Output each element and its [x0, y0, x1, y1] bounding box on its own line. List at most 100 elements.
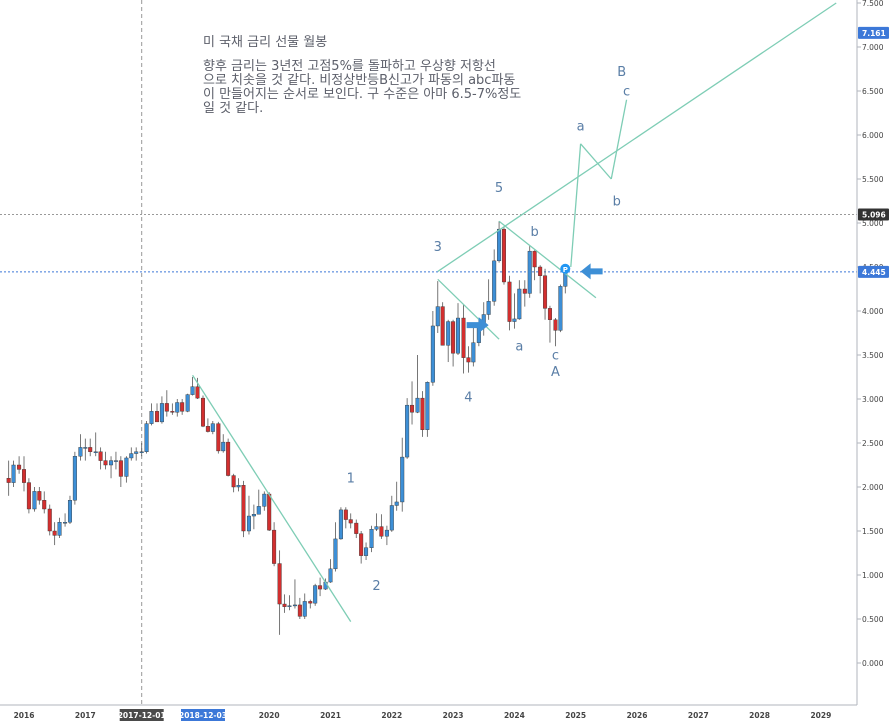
candle-down: [451, 319, 456, 367]
wave-label: 2: [372, 579, 380, 594]
price-badge-bg: [858, 26, 889, 39]
candle-body: [543, 275, 548, 309]
candle-up: [57, 517, 62, 539]
candle-body: [200, 397, 205, 427]
candle-body: [185, 394, 190, 412]
candle-up: [236, 478, 241, 492]
candle-down: [180, 399, 185, 415]
candle-body: [83, 447, 88, 449]
candle-body: [384, 529, 389, 537]
candle-down: [547, 305, 552, 343]
candle-down: [507, 275, 512, 331]
candle-down: [410, 381, 415, 425]
candle-body: [532, 250, 537, 268]
candle-body: [287, 605, 292, 607]
candle-body: [297, 604, 302, 617]
candle-down: [88, 438, 93, 457]
price-badge-label: 7.161: [862, 29, 886, 38]
candle-body: [236, 485, 241, 488]
wave-label: b: [613, 194, 621, 209]
candle-up: [446, 319, 451, 363]
candle-body: [103, 460, 108, 466]
candle-down: [354, 519, 359, 539]
candle-down: [440, 302, 445, 346]
x-tick-label: 2029: [810, 711, 831, 720]
candle-body: [159, 403, 164, 423]
y-axis[interactable]: 7.5007.0006.5006.0005.5005.0004.5004.000…: [856, 0, 890, 723]
candle-body: [538, 266, 543, 277]
candle-up: [435, 281, 440, 333]
candle-body: [435, 306, 440, 327]
candle-body: [22, 469, 27, 483]
candle-down: [267, 492, 272, 531]
candle-body: [190, 386, 195, 395]
candle-up: [558, 284, 563, 333]
y-axis-background: [857, 0, 890, 723]
candle-body: [272, 529, 277, 564]
candle-body: [456, 317, 461, 354]
y-tick-label: 6.000: [862, 131, 884, 140]
candle-body: [205, 426, 210, 432]
candle-body: [246, 515, 251, 532]
x-tick-highlight: [180, 709, 225, 721]
candle-body: [221, 441, 226, 452]
candle-body: [492, 260, 497, 302]
candle-down: [297, 597, 302, 619]
wave-label: a: [515, 340, 523, 355]
candle-body: [32, 491, 37, 510]
candle-up: [190, 377, 195, 396]
candle-down: [52, 522, 57, 546]
candle-up: [32, 487, 37, 512]
candle-down: [37, 487, 42, 505]
candle-down: [461, 303, 466, 374]
candle-up: [134, 447, 139, 461]
price-badge-bg: [858, 208, 889, 221]
candle-body: [318, 585, 323, 590]
x-tick-label: 2027: [688, 711, 709, 720]
candle-body: [251, 514, 256, 517]
y-tick-label: 1.500: [862, 527, 884, 536]
candle-down: [17, 456, 22, 474]
candle-up: [63, 513, 68, 527]
candle-body: [522, 288, 527, 294]
wave-label: c: [623, 84, 630, 99]
x-tick-label: 2018-12-03: [179, 711, 227, 720]
candle-up: [124, 456, 129, 483]
candle-body: [354, 522, 359, 534]
candle-up: [400, 437, 405, 512]
candle-up: [149, 403, 154, 426]
candle-down: [155, 403, 160, 423]
candle-body: [124, 457, 129, 477]
candle-down: [348, 513, 353, 529]
candle-up: [471, 324, 476, 367]
candle-body: [93, 451, 98, 453]
candle-down: [522, 280, 527, 307]
candle-body: [512, 318, 517, 322]
candle-down: [420, 391, 425, 437]
trendline: [580, 143, 612, 180]
candle-up: [302, 593, 307, 619]
candle-down: [118, 456, 123, 487]
candle-down: [170, 403, 175, 415]
candle-body: [144, 423, 149, 453]
trendline: [192, 374, 352, 622]
x-axis[interactable]: 2016 2017 2017-12-01 2018-12-03 2020 2021 2022…: [0, 704, 890, 723]
y-tick-label: 2.500: [862, 439, 884, 448]
candle-body: [226, 441, 231, 476]
trendline: [437, 278, 500, 340]
candle-body: [37, 491, 42, 501]
candle-body: [486, 301, 491, 315]
candle-up: [113, 451, 118, 470]
candle-down: [538, 265, 543, 294]
y-tick-label: 0.000: [862, 659, 884, 668]
candle-up: [159, 396, 164, 424]
candle-body: [109, 460, 114, 466]
candle-body: [210, 423, 215, 432]
wave-label: 5: [495, 181, 503, 196]
candle-body: [17, 464, 22, 470]
wave-label: B: [617, 65, 626, 80]
candle-body: [415, 397, 420, 413]
y-tick-label: 4.000: [862, 307, 884, 316]
